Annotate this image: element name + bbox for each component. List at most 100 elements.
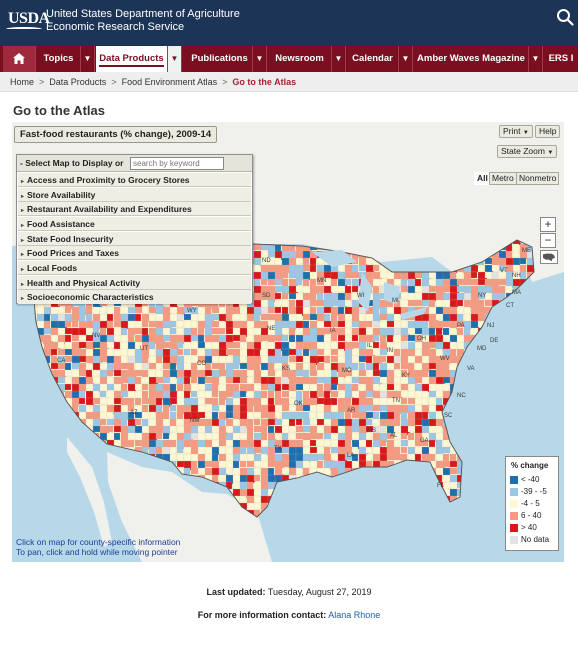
county-cell[interactable] [50, 418, 61, 427]
county-cell[interactable] [414, 362, 424, 372]
county-cell[interactable] [190, 453, 199, 463]
county-cell[interactable] [477, 355, 488, 363]
county-cell[interactable] [337, 348, 345, 358]
county-cell[interactable] [449, 404, 457, 414]
county-cell[interactable] [113, 432, 121, 441]
county-cell[interactable] [36, 376, 47, 387]
county-cell[interactable] [43, 509, 52, 517]
county-cell[interactable] [372, 509, 381, 519]
county-cell[interactable] [162, 390, 172, 400]
county-cell[interactable] [442, 334, 451, 344]
county-cell[interactable] [281, 341, 291, 350]
county-cell[interactable] [351, 383, 359, 392]
county-cell[interactable] [414, 383, 423, 393]
county-cell[interactable] [169, 404, 177, 412]
county-cell[interactable] [71, 425, 79, 434]
county-cell[interactable] [267, 369, 276, 377]
county-cell[interactable] [57, 516, 67, 525]
county-cell[interactable] [36, 460, 44, 470]
county-cell[interactable] [435, 411, 443, 420]
county-cell[interactable] [442, 369, 451, 379]
county-cell[interactable] [323, 306, 333, 314]
county-cell[interactable] [274, 404, 284, 414]
county-cell[interactable] [351, 460, 360, 470]
county-cell[interactable] [323, 348, 333, 357]
county-cell[interactable] [253, 383, 263, 392]
county-cell[interactable] [141, 418, 149, 428]
county-cell[interactable] [71, 383, 81, 393]
print-button[interactable]: Print ▼ [499, 125, 533, 138]
county-cell[interactable] [127, 313, 137, 322]
county-cell[interactable] [288, 299, 296, 309]
county-cell[interactable] [239, 495, 247, 503]
county-cell[interactable] [127, 418, 137, 428]
county-cell[interactable] [379, 383, 388, 393]
county-cell[interactable] [309, 516, 317, 526]
county-cell[interactable] [57, 425, 68, 436]
agency-name[interactable]: United States Department of Agriculture … [46, 8, 240, 34]
county-cell[interactable] [519, 397, 528, 408]
county-cell[interactable] [414, 481, 425, 490]
county-cell[interactable] [365, 397, 375, 407]
county-cell[interactable] [78, 390, 86, 400]
county-cell[interactable] [442, 327, 450, 337]
county-cell[interactable] [337, 292, 346, 302]
county-cell[interactable] [449, 369, 459, 378]
county-cell[interactable] [57, 306, 65, 314]
county-cell[interactable] [358, 257, 368, 267]
county-cell[interactable] [358, 383, 366, 393]
county-cell[interactable] [491, 481, 499, 492]
county-cell[interactable] [498, 411, 509, 419]
county-cell[interactable] [155, 425, 165, 434]
county-cell[interactable] [288, 495, 296, 503]
county-cell[interactable] [267, 390, 275, 399]
county-cell[interactable] [351, 369, 360, 378]
county-cell[interactable] [400, 495, 409, 505]
county-cell[interactable] [393, 432, 401, 440]
county-cell[interactable] [211, 362, 220, 370]
county-cell[interactable] [309, 278, 317, 287]
county-cell[interactable] [92, 362, 101, 371]
county-cell[interactable] [134, 432, 143, 442]
county-cell[interactable] [169, 320, 177, 328]
county-cell[interactable] [379, 474, 390, 482]
county-cell[interactable] [484, 390, 492, 401]
county-cell[interactable] [162, 306, 172, 316]
county-cell[interactable] [330, 334, 338, 342]
county-cell[interactable] [463, 453, 472, 461]
county-cell[interactable] [148, 320, 157, 328]
county-cell[interactable] [253, 306, 263, 316]
county-cell[interactable] [281, 481, 292, 491]
county-cell[interactable] [64, 467, 75, 475]
county-cell[interactable] [449, 509, 457, 519]
county-cell[interactable] [183, 376, 191, 386]
county-cell[interactable] [435, 502, 446, 512]
county-cell[interactable] [519, 299, 527, 309]
county-cell[interactable] [288, 425, 298, 433]
county-cell[interactable] [267, 516, 277, 523]
county-cell[interactable] [491, 453, 501, 461]
county-cell[interactable] [519, 348, 528, 359]
county-cell[interactable] [71, 509, 81, 517]
county-cell[interactable] [30, 390, 39, 401]
county-cell[interactable] [225, 425, 235, 433]
county-cell[interactable] [393, 278, 402, 286]
county-cell[interactable] [358, 453, 368, 462]
county-cell[interactable] [43, 341, 52, 351]
county-cell[interactable] [176, 320, 185, 328]
county-cell[interactable] [449, 299, 459, 308]
county-cell[interactable] [50, 474, 58, 482]
county-cell[interactable] [519, 313, 530, 324]
county-cell[interactable] [428, 334, 437, 343]
county-cell[interactable] [113, 404, 122, 414]
county-cell[interactable] [337, 313, 347, 323]
county-cell[interactable] [218, 439, 227, 447]
county-cell[interactable] [197, 341, 206, 349]
county-cell[interactable] [456, 299, 464, 307]
county-cell[interactable] [330, 509, 339, 518]
county-cell[interactable] [519, 439, 527, 450]
county-cell[interactable] [78, 404, 88, 413]
county-cell[interactable] [162, 411, 170, 421]
county-cell[interactable] [351, 334, 359, 342]
nav-publications-caret-icon[interactable]: ▼ [253, 46, 267, 72]
